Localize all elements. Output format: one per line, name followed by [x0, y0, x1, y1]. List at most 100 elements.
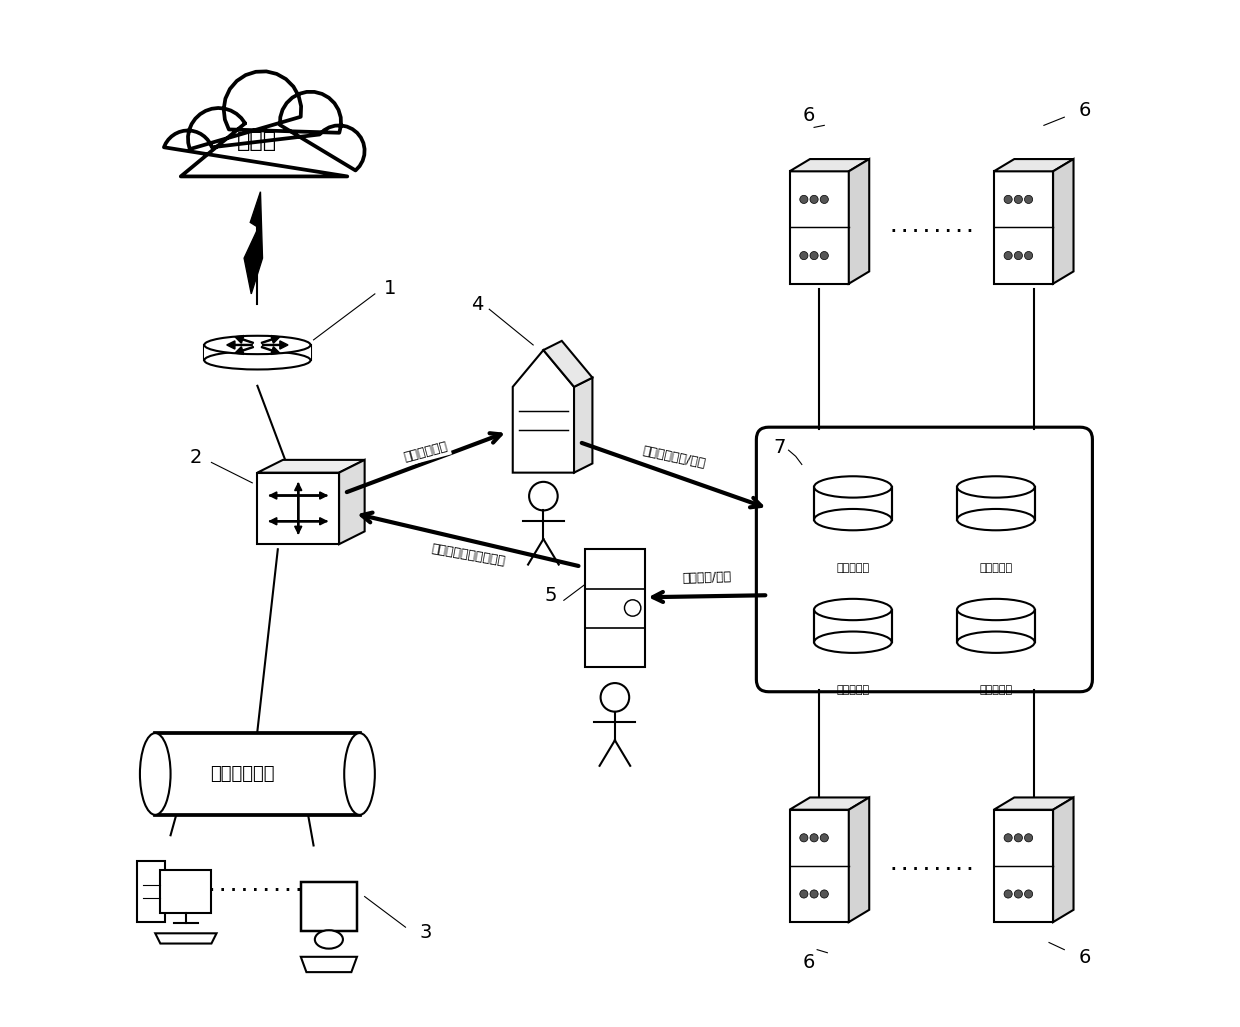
FancyArrow shape: [295, 484, 301, 533]
Polygon shape: [993, 809, 1053, 922]
FancyArrow shape: [234, 336, 253, 343]
Text: 2: 2: [190, 448, 202, 467]
Text: 7: 7: [774, 438, 785, 457]
Polygon shape: [585, 549, 645, 667]
Ellipse shape: [315, 930, 343, 949]
Polygon shape: [244, 192, 263, 294]
Polygon shape: [993, 172, 1053, 283]
Ellipse shape: [957, 632, 1034, 653]
Text: 互联网: 互联网: [237, 130, 278, 151]
Polygon shape: [155, 733, 360, 814]
FancyArrow shape: [269, 492, 327, 499]
Circle shape: [1004, 834, 1012, 842]
Text: 流量数据库: 流量数据库: [980, 685, 1012, 695]
Text: 3: 3: [419, 923, 432, 942]
Text: 5: 5: [544, 585, 557, 605]
Polygon shape: [1053, 797, 1074, 922]
Text: 联动控制（动态规则）: 联动控制（动态规则）: [430, 542, 506, 568]
Polygon shape: [301, 882, 357, 931]
Text: 6: 6: [1079, 101, 1091, 119]
Circle shape: [1004, 252, 1012, 260]
Polygon shape: [957, 609, 1034, 642]
Circle shape: [810, 195, 818, 203]
Polygon shape: [205, 345, 310, 360]
Polygon shape: [339, 460, 365, 544]
Text: 6: 6: [802, 953, 815, 973]
Polygon shape: [164, 72, 365, 177]
Ellipse shape: [957, 477, 1034, 498]
Ellipse shape: [345, 733, 374, 814]
Polygon shape: [849, 797, 869, 922]
Circle shape: [1024, 195, 1033, 203]
Text: 4: 4: [471, 295, 484, 313]
Text: 镜像流量数据: 镜像流量数据: [403, 441, 449, 464]
Text: 6: 6: [802, 106, 815, 124]
Ellipse shape: [205, 336, 310, 354]
Polygon shape: [993, 797, 1074, 809]
Ellipse shape: [957, 509, 1034, 530]
Ellipse shape: [205, 351, 310, 370]
Text: . . . . . . . . .: . . . . . . . . .: [210, 879, 301, 893]
Ellipse shape: [815, 632, 892, 653]
Polygon shape: [258, 472, 339, 544]
Text: 流量数据库: 流量数据库: [836, 563, 869, 572]
Ellipse shape: [815, 599, 892, 620]
Circle shape: [800, 834, 808, 842]
Circle shape: [1014, 252, 1023, 260]
Polygon shape: [160, 870, 212, 913]
Circle shape: [800, 890, 808, 898]
Text: 流量数据库: 流量数据库: [980, 563, 1012, 572]
Circle shape: [820, 195, 828, 203]
FancyArrow shape: [269, 518, 327, 525]
Circle shape: [820, 834, 828, 842]
Text: 用户侧局域网: 用户侧局域网: [210, 765, 274, 783]
Polygon shape: [790, 809, 849, 922]
Polygon shape: [993, 159, 1074, 172]
Circle shape: [1024, 890, 1033, 898]
Circle shape: [810, 890, 818, 898]
Polygon shape: [790, 172, 849, 283]
Ellipse shape: [815, 509, 892, 530]
Polygon shape: [849, 159, 869, 283]
Circle shape: [529, 482, 558, 510]
Ellipse shape: [957, 599, 1034, 620]
FancyArrow shape: [263, 341, 288, 349]
Polygon shape: [815, 609, 892, 642]
Polygon shape: [790, 797, 869, 809]
Text: . . . . . . . .: . . . . . . . .: [890, 220, 972, 235]
FancyArrow shape: [295, 484, 301, 533]
Circle shape: [1024, 834, 1033, 842]
Polygon shape: [1053, 159, 1074, 283]
Circle shape: [1024, 252, 1033, 260]
FancyArrow shape: [262, 336, 280, 343]
Polygon shape: [136, 861, 165, 922]
Text: . . . . . . . .: . . . . . . . .: [890, 859, 972, 873]
Circle shape: [625, 600, 641, 616]
Circle shape: [1004, 890, 1012, 898]
Circle shape: [600, 683, 629, 712]
Polygon shape: [790, 159, 869, 172]
FancyBboxPatch shape: [756, 427, 1092, 692]
Polygon shape: [574, 378, 593, 472]
Text: 1: 1: [384, 279, 397, 298]
Polygon shape: [301, 957, 357, 973]
FancyArrow shape: [234, 346, 253, 354]
Polygon shape: [957, 487, 1034, 520]
Polygon shape: [543, 341, 593, 387]
Ellipse shape: [140, 733, 171, 814]
Circle shape: [1014, 890, 1023, 898]
Circle shape: [810, 252, 818, 260]
Circle shape: [820, 890, 828, 898]
FancyArrow shape: [269, 492, 327, 499]
Polygon shape: [155, 934, 217, 944]
Circle shape: [800, 252, 808, 260]
Text: 规则调度/读取: 规则调度/读取: [682, 570, 732, 585]
Polygon shape: [258, 460, 365, 472]
Circle shape: [1004, 195, 1012, 203]
FancyArrow shape: [227, 341, 252, 349]
Circle shape: [800, 195, 808, 203]
FancyArrow shape: [262, 346, 280, 354]
Text: 预处理数据出/入库: 预处理数据出/入库: [641, 444, 707, 469]
FancyArrow shape: [269, 518, 327, 525]
Circle shape: [1014, 834, 1023, 842]
